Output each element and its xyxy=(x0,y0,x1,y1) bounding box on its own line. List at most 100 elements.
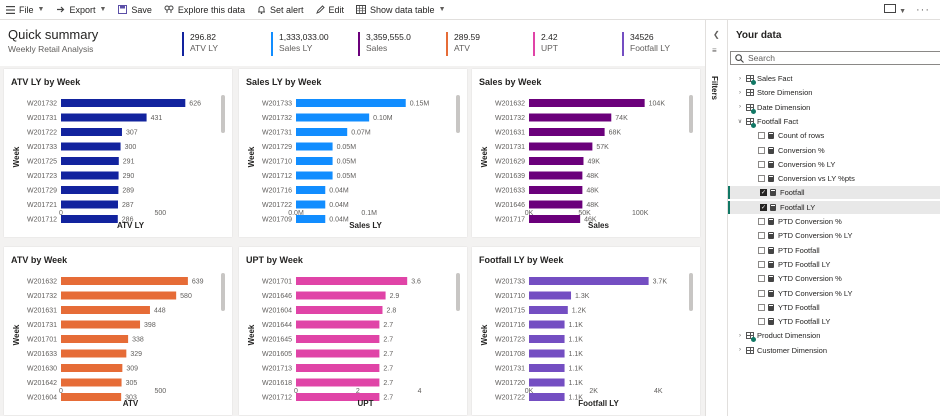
show-data-table-menu[interactable]: Show data table ▼ xyxy=(350,0,451,20)
field-node[interactable]: PTD Footfall LY xyxy=(728,258,940,271)
bar[interactable] xyxy=(529,378,565,387)
bar[interactable] xyxy=(529,291,572,300)
field-checkbox[interactable] xyxy=(758,160,765,168)
chart-card[interactable]: Sales LY by Week Week W201733 0.15M W201732 0… xyxy=(239,69,467,237)
scrollbar[interactable] xyxy=(456,95,460,133)
table-node[interactable]: › Sales Fact xyxy=(728,72,940,85)
bar[interactable] xyxy=(296,200,326,209)
bar[interactable] xyxy=(61,157,119,165)
bar[interactable] xyxy=(61,215,118,223)
filters-pane[interactable]: ❮ ≡ Filters xyxy=(705,20,727,416)
chevron-down-icon[interactable]: ∨ xyxy=(737,118,743,125)
bar[interactable] xyxy=(61,291,177,300)
bar[interactable] xyxy=(529,335,565,343)
table-node[interactable]: › Store Dimension xyxy=(728,86,940,99)
bar[interactable] xyxy=(296,113,370,122)
field-node[interactable]: ✓ Footfall xyxy=(728,186,940,200)
chart-card[interactable]: Sales by Week Week W201632 104K W201732 74K W2… xyxy=(472,69,700,237)
field-node[interactable]: PTD Footfall xyxy=(728,244,940,257)
field-node[interactable]: Conversion % LY xyxy=(728,158,940,171)
bar[interactable] xyxy=(529,99,645,107)
bar[interactable] xyxy=(296,306,383,314)
bar[interactable] xyxy=(296,335,380,343)
scrollbar[interactable] xyxy=(221,95,225,133)
edit-button[interactable]: Edit xyxy=(310,0,351,20)
chevron-right-icon[interactable]: › xyxy=(739,104,741,111)
file-menu[interactable]: File ▼ xyxy=(0,0,50,20)
table-node[interactable]: › Date Dimension xyxy=(728,101,940,114)
field-node[interactable]: YTD Footfall LY xyxy=(728,315,940,328)
chevron-right-icon[interactable]: › xyxy=(739,89,741,96)
view-mode-button[interactable]: ▼ xyxy=(884,4,906,16)
collapse-chevron-icon[interactable]: ❮ xyxy=(713,30,720,39)
bar[interactable] xyxy=(529,364,565,372)
bar[interactable] xyxy=(296,393,380,401)
field-node[interactable]: YTD Conversion % xyxy=(728,272,940,285)
field-checkbox[interactable] xyxy=(758,232,765,240)
field-checkbox[interactable] xyxy=(758,303,765,311)
field-checkbox[interactable] xyxy=(758,132,765,140)
bar[interactable] xyxy=(529,186,583,194)
field-node[interactable]: YTD Footfall xyxy=(728,301,940,314)
bar[interactable] xyxy=(296,99,406,107)
bar[interactable] xyxy=(61,335,129,343)
field-checkbox[interactable] xyxy=(758,289,765,297)
field-checkbox[interactable] xyxy=(758,246,765,254)
bar[interactable] xyxy=(296,186,326,194)
bar[interactable] xyxy=(296,128,348,136)
chart-card[interactable]: ATV by Week Week W201632 639 W201732 580 W2016… xyxy=(4,247,232,415)
bar[interactable] xyxy=(61,200,118,209)
bar[interactable] xyxy=(296,349,380,358)
chart-card[interactable]: Footfall LY by Week Week W201733 3.7K W20171… xyxy=(472,247,700,415)
bar[interactable] xyxy=(61,128,122,136)
bar[interactable] xyxy=(61,364,123,372)
bar[interactable] xyxy=(529,215,581,223)
bar[interactable] xyxy=(61,142,121,151)
field-checkbox[interactable] xyxy=(758,175,765,183)
scrollbar[interactable] xyxy=(456,273,460,311)
bar[interactable] xyxy=(61,393,122,401)
bar[interactable] xyxy=(61,277,188,285)
set-alert-button[interactable]: Set alert xyxy=(251,0,310,20)
table-node[interactable]: › Product Dimension xyxy=(728,329,940,343)
bar[interactable] xyxy=(529,306,568,314)
bar[interactable] xyxy=(61,171,119,180)
chevron-right-icon[interactable]: › xyxy=(739,347,741,354)
bar[interactable] xyxy=(529,113,612,122)
bar[interactable] xyxy=(296,142,333,151)
field-checkbox[interactable] xyxy=(758,275,765,283)
bar[interactable] xyxy=(296,364,380,372)
bar[interactable] xyxy=(529,277,649,285)
chevron-right-icon[interactable]: › xyxy=(739,332,741,339)
field-checkbox[interactable]: ✓ xyxy=(760,189,767,197)
bar[interactable] xyxy=(61,378,122,387)
field-node[interactable]: Conversion vs LY %pts xyxy=(728,172,940,185)
bar[interactable] xyxy=(529,157,584,165)
bar[interactable] xyxy=(61,349,127,358)
bar[interactable] xyxy=(529,349,565,358)
bar[interactable] xyxy=(296,215,326,223)
export-menu[interactable]: Export ▼ xyxy=(50,0,112,20)
bar[interactable] xyxy=(529,320,565,329)
bar[interactable] xyxy=(529,128,605,136)
field-node[interactable]: PTD Conversion % xyxy=(728,215,940,228)
field-checkbox[interactable] xyxy=(758,146,765,154)
bar[interactable] xyxy=(296,291,386,300)
more-options-icon[interactable]: ··· xyxy=(916,4,930,16)
field-node[interactable]: YTD Conversion % LY xyxy=(728,287,940,300)
bar[interactable] xyxy=(296,171,333,180)
bar[interactable] xyxy=(296,157,333,165)
field-checkbox[interactable] xyxy=(758,318,765,326)
bar[interactable] xyxy=(61,99,186,107)
bar[interactable] xyxy=(296,277,408,285)
field-checkbox[interactable]: ✓ xyxy=(760,203,767,211)
bar[interactable] xyxy=(296,378,380,387)
bar[interactable] xyxy=(529,142,593,151)
scrollbar[interactable] xyxy=(221,273,225,311)
field-node[interactable]: ✓ Footfall LY xyxy=(728,200,940,214)
explore-button[interactable]: Explore this data xyxy=(158,0,251,20)
scrollbar[interactable] xyxy=(689,95,693,133)
field-node[interactable]: Conversion % xyxy=(728,144,940,157)
save-button[interactable]: Save xyxy=(112,0,158,20)
bar[interactable] xyxy=(296,320,380,329)
